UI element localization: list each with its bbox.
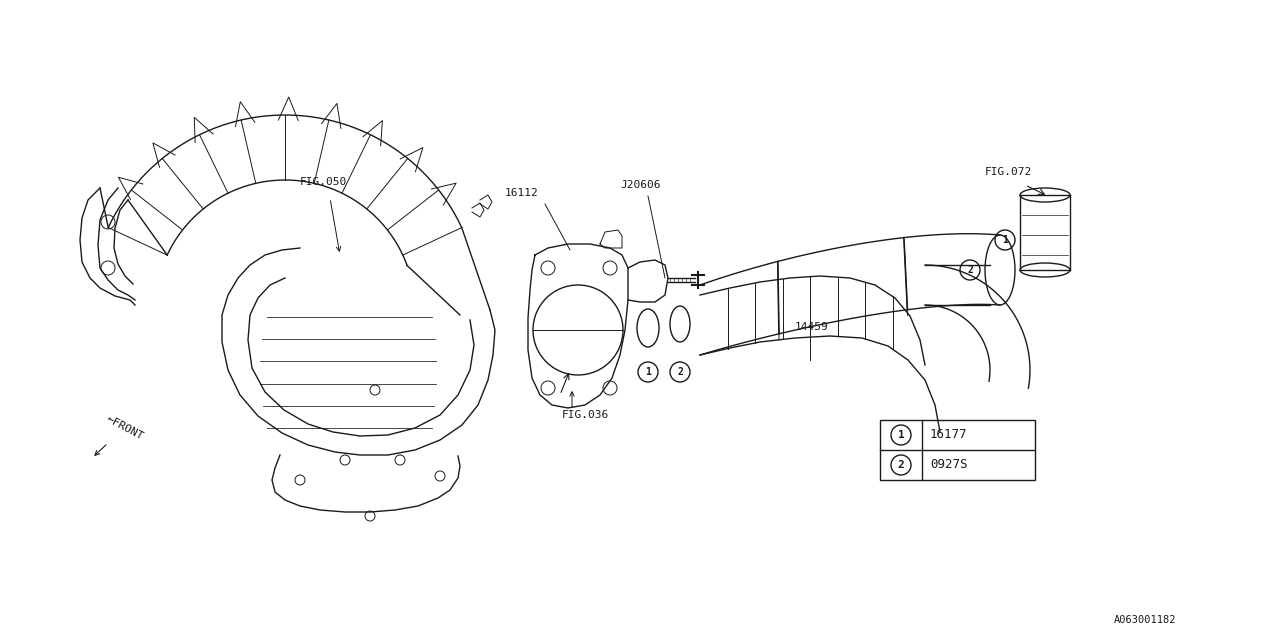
Bar [881, 420, 1036, 480]
Text: J20606: J20606 [620, 180, 660, 190]
Text: 16112: 16112 [506, 188, 539, 198]
Text: 2: 2 [897, 460, 905, 470]
Text: 2: 2 [677, 367, 684, 377]
Text: A063001182: A063001182 [1114, 615, 1176, 625]
Text: 1: 1 [1002, 235, 1007, 245]
Text: 2: 2 [968, 265, 973, 275]
Text: FIG.050: FIG.050 [300, 177, 347, 187]
Text: ←FRONT: ←FRONT [105, 414, 146, 442]
Text: 14459: 14459 [795, 322, 828, 332]
Text: FIG.072: FIG.072 [986, 167, 1032, 177]
Text: FIG.036: FIG.036 [562, 410, 609, 420]
Text: 16177: 16177 [931, 429, 968, 442]
Text: 1: 1 [897, 430, 905, 440]
Text: 0927S: 0927S [931, 458, 968, 472]
Text: 1: 1 [645, 367, 652, 377]
